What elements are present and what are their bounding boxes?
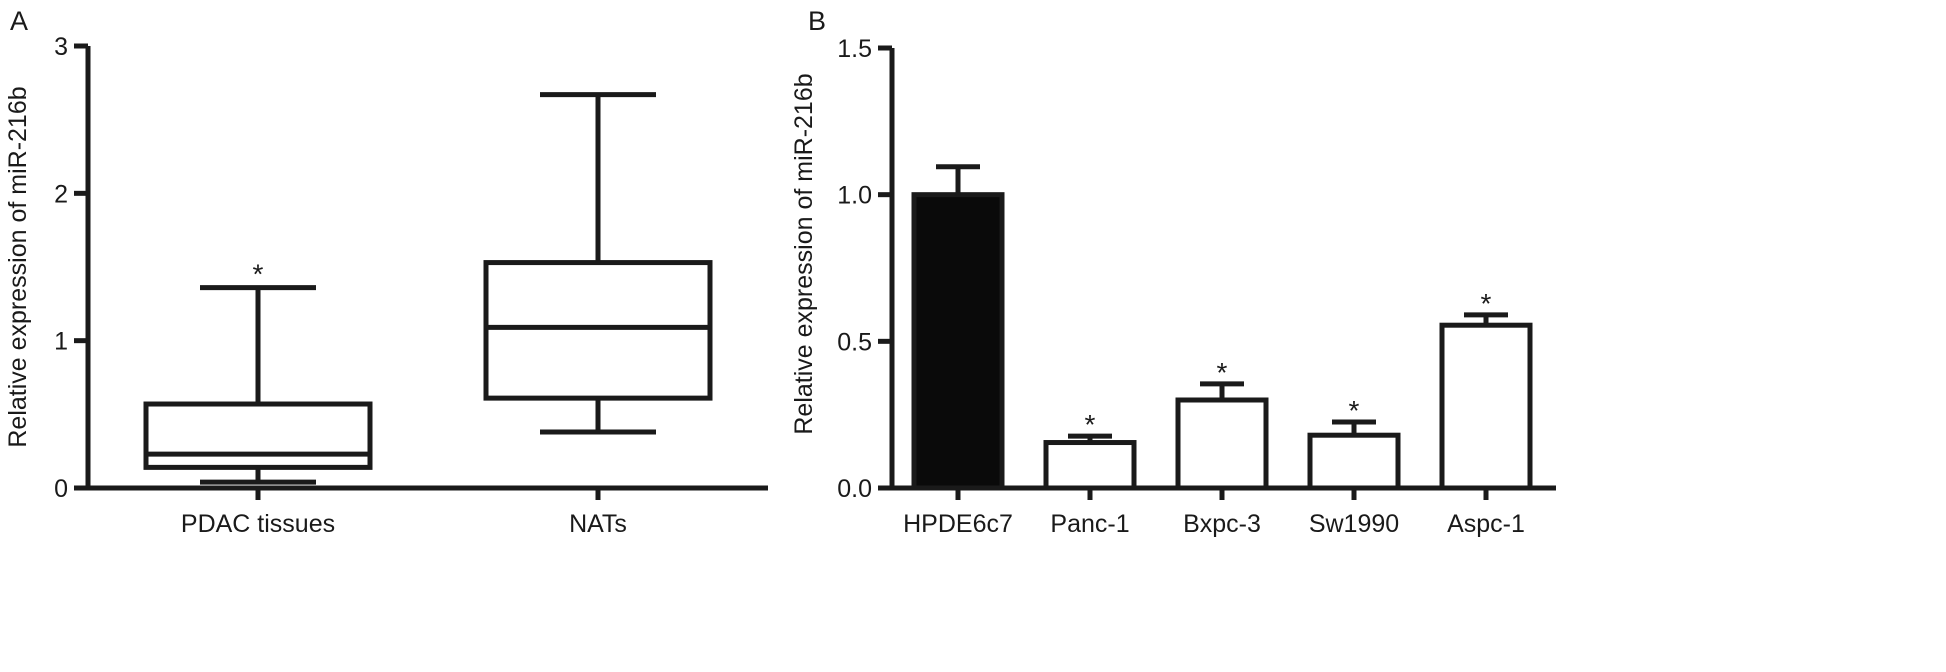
bar-group-1: *: [1043, 409, 1137, 491]
significance-marker: *: [1217, 357, 1228, 388]
x-tick-label-a: PDAC tissues: [181, 510, 335, 538]
y-tick-label-b: 0.0: [837, 475, 872, 503]
bar: [1175, 397, 1269, 491]
bar-group-4: *: [1439, 288, 1533, 491]
y-tick-label-a: 2: [54, 180, 68, 208]
panel-label-b: B: [808, 6, 826, 36]
bar: [1307, 432, 1401, 491]
x-tick-label-a: NATs: [569, 510, 627, 538]
significance-marker: *: [1085, 409, 1096, 440]
box-1: [483, 92, 713, 435]
bar: [911, 192, 1005, 491]
iqr-box: [143, 401, 373, 470]
y-tick-label-b: 1.0: [837, 182, 872, 210]
bar-group-2: *: [1175, 357, 1269, 491]
x-tick-label-b: Aspc-1: [1447, 510, 1525, 538]
box-0: *: [143, 259, 373, 485]
x-tick-label-b: HPDE6c7: [903, 510, 1013, 538]
bar: [1043, 440, 1137, 491]
y-axis-label-a: Relative expression of miR-216b: [4, 86, 32, 447]
y-tick-label-a: 3: [54, 33, 68, 61]
x-tick-label-b: Panc-1: [1050, 510, 1129, 538]
bar-group-0: [911, 164, 1005, 491]
iqr-box: [483, 260, 713, 401]
significance-marker: *: [1349, 395, 1360, 426]
bar-group-3: *: [1307, 395, 1401, 491]
significance-marker: *: [1481, 288, 1492, 319]
bar: [1439, 322, 1533, 491]
x-tick-label-b: Sw1990: [1309, 510, 1399, 538]
significance-marker: *: [253, 259, 264, 290]
y-tick-label-a: 0: [54, 475, 68, 503]
y-tick-label-b: 0.5: [837, 328, 872, 356]
panel-a: A 0 1 2 3 Relative expression of miR-216b * PDA…: [4, 6, 768, 538]
panel-b: B 0.0 0.5 1.0 1.5 Relative expression of miR-…: [790, 6, 1556, 538]
panel-label-a: A: [10, 6, 28, 36]
y-tick-label-b: 1.5: [837, 35, 872, 63]
x-tick-label-b: Bxpc-3: [1183, 510, 1261, 538]
y-tick-label-a: 1: [54, 328, 68, 356]
y-axis-label-b: Relative expression of miR-216b: [790, 73, 818, 434]
